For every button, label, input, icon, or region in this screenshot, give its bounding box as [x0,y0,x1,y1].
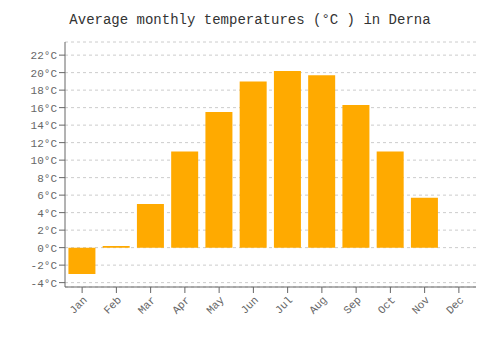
svg-text:Aug: Aug [307,294,329,316]
svg-text:4°C: 4°C [37,208,57,220]
svg-text:10°C: 10°C [31,155,58,167]
svg-text:Apr: Apr [170,294,192,316]
svg-text:May: May [204,294,227,317]
svg-text:8°C: 8°C [37,173,57,185]
svg-text:14°C: 14°C [31,120,58,132]
svg-text:Sep: Sep [341,294,363,316]
svg-text:22°C: 22°C [31,50,58,62]
svg-text:Nov: Nov [410,294,433,317]
svg-text:16°C: 16°C [31,103,58,115]
svg-text:Jun: Jun [239,294,261,316]
html-text:Average monthly temperatures (: Average monthly temperatures (°C ) in De… [69,12,431,28]
svg-text:Oct: Oct [376,294,398,316]
svg-text:-2°C: -2°C [31,260,58,272]
svg-text:18°C: 18°C [31,85,58,97]
svg-text:0°C: 0°C [37,243,57,255]
svg-text:-4°C: -4°C [31,278,58,290]
svg-text:Dec: Dec [444,294,466,316]
svg-text:6°C: 6°C [37,190,57,202]
svg-text:2°C: 2°C [37,225,57,237]
svg-text:Mar: Mar [136,294,158,316]
svg-text:12°C: 12°C [31,138,58,150]
svg-text:Feb: Feb [102,294,124,316]
svg-text:Jul: Jul [273,294,295,316]
svg-text:20°C: 20°C [31,68,58,80]
svg-text:Jan: Jan [67,294,89,316]
